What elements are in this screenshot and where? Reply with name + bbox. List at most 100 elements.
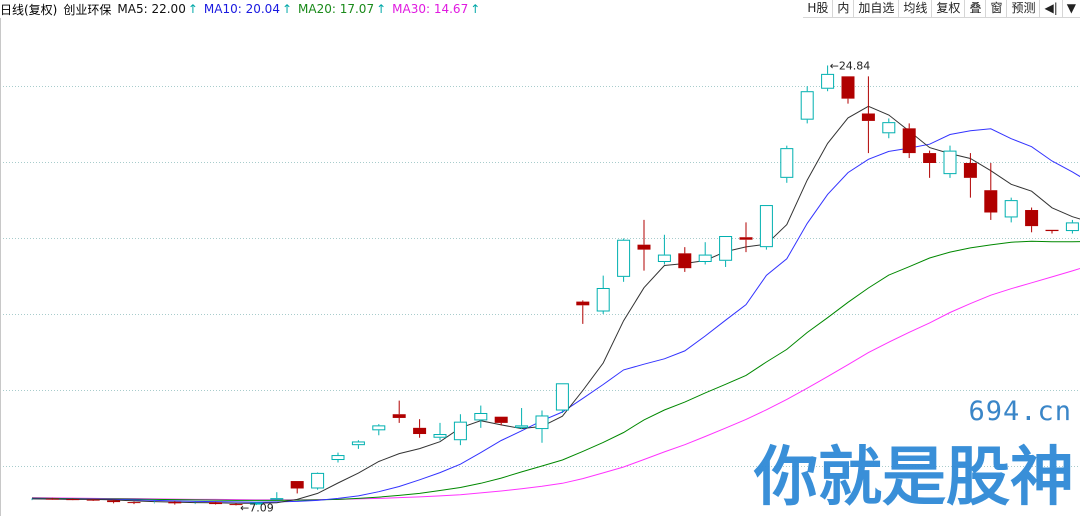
candle-up (475, 406, 487, 428)
candle-body (801, 92, 813, 119)
candle-up (556, 383, 568, 413)
ma5-value: 22.00 (151, 2, 185, 16)
min-price-value: 7.09 (249, 501, 274, 514)
candle-body (107, 500, 120, 502)
max-arrow: ← (830, 59, 839, 72)
candle-up (373, 424, 385, 435)
candle-body (699, 255, 711, 261)
candle-body (678, 253, 691, 268)
max-price-label: ←24.84 (830, 59, 871, 72)
candle-body (638, 245, 651, 250)
candle-up (699, 242, 711, 264)
candle-body (495, 417, 508, 423)
stock-name: 创业环保 (63, 1, 111, 18)
candle-up (332, 453, 344, 463)
candle-down (964, 153, 977, 198)
ma30-value: 14.67 (434, 2, 468, 16)
chart-toolbar: H股 内 加自选 均线 复权 叠 窗 预测 ◀| ▼ (803, 0, 1080, 18)
candle-down (842, 76, 855, 103)
inner-button[interactable]: 内 (832, 0, 853, 17)
candle-body (168, 502, 181, 503)
candle-up (781, 146, 793, 183)
candle-up (801, 86, 813, 123)
candle-body (352, 442, 364, 445)
candle-down (903, 123, 916, 158)
candle-body (475, 413, 487, 419)
ma30-label: MA30: (392, 2, 430, 16)
ma10-label: MA10: (204, 2, 242, 16)
candle-up (597, 276, 609, 314)
candle-down (128, 502, 141, 504)
candle-up (1066, 220, 1078, 234)
candle-down (638, 220, 651, 271)
ma30-up-arrow-icon: ↑ (470, 2, 480, 16)
ma5-label: MA5: (117, 2, 147, 16)
candle-down (291, 481, 304, 493)
candle-down (862, 76, 875, 153)
candle-up (1005, 198, 1017, 223)
candle-up (352, 440, 364, 449)
collapse-left-icon[interactable]: ◀| (1039, 0, 1061, 17)
candle-body (862, 113, 875, 120)
candle-body (312, 473, 324, 488)
candle-body (536, 416, 548, 429)
candle-body (720, 237, 732, 261)
chart-header: 日线(复权) 创业环保 MA5: 22.00↑ MA10: 20.04↑ MA2… (0, 0, 800, 18)
add-watchlist-button[interactable]: 加自选 (853, 0, 898, 17)
candle-body (46, 499, 59, 500)
window-button[interactable]: 窗 (985, 0, 1006, 17)
candle-body (1066, 223, 1078, 231)
adjust-price-button[interactable]: 复权 (931, 0, 964, 17)
ma20-value: 17.07 (340, 2, 374, 16)
candle-body (66, 499, 79, 500)
candle-down (1046, 230, 1059, 234)
h-share-button[interactable]: H股 (803, 0, 832, 17)
ma10-up-arrow-icon: ↑ (282, 2, 292, 16)
ma20-up-arrow-icon: ↑ (376, 2, 386, 16)
ma30-indicator: MA30: 14.67↑ (392, 2, 480, 16)
overlay-button[interactable]: 叠 (964, 0, 985, 17)
ma5-up-arrow-icon: ↑ (188, 2, 198, 16)
candle-body (291, 481, 304, 488)
ma-lines-button[interactable]: 均线 (898, 0, 931, 17)
forecast-button[interactable]: 预测 (1006, 0, 1039, 17)
candle-body (556, 384, 568, 410)
candle-body (516, 426, 528, 427)
candle-down (984, 163, 997, 220)
ma20-label: MA20: (298, 2, 336, 16)
min-price-label: ←7.09 (240, 501, 274, 514)
period-label: 日线(复权) (0, 1, 57, 18)
candle-body (434, 435, 446, 438)
candle-body (842, 76, 855, 98)
candle-body (1025, 210, 1038, 226)
watermark-url: 694.cn (968, 396, 1072, 427)
candle-up (944, 146, 956, 178)
candle-up (454, 414, 466, 445)
candle-body (883, 123, 895, 133)
candle-up (883, 118, 895, 138)
candle-body (964, 163, 977, 178)
candle-body (209, 502, 222, 504)
candle-up (536, 411, 548, 443)
candle-body (332, 456, 344, 460)
candle-up (271, 492, 283, 500)
candle-down (576, 300, 589, 324)
candle-down (1025, 208, 1038, 233)
candle-body (781, 149, 793, 178)
candle-up (434, 423, 446, 440)
watermark-text: 你就是股神 (754, 426, 1074, 518)
candle-body (128, 502, 141, 503)
ma20-indicator: MA20: 17.07↑ (298, 2, 386, 16)
candle-body (393, 414, 406, 418)
candle-down (413, 419, 426, 438)
candle-up (516, 408, 528, 429)
candle-body (373, 426, 385, 430)
dropdown-arrow-icon[interactable]: ▼ (1062, 0, 1080, 17)
candle-up (720, 236, 732, 267)
candle-body (618, 240, 630, 276)
ma5-indicator: MA5: 22.00↑ (117, 2, 198, 16)
candle-body (740, 237, 753, 239)
candle-up (658, 235, 670, 265)
candle-body (576, 302, 589, 306)
candle-down (923, 151, 936, 178)
